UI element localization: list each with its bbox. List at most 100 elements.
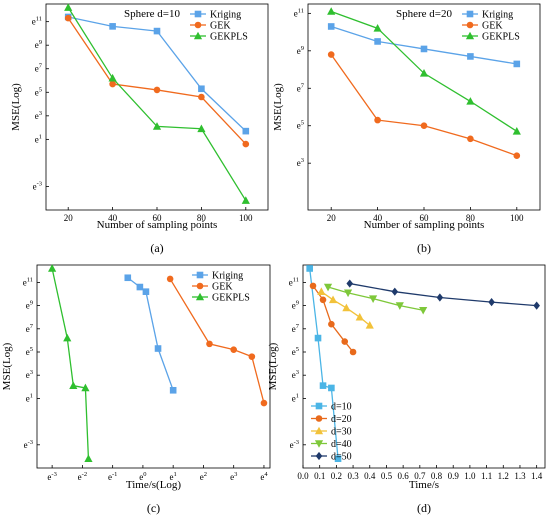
- x-tick-label: 100: [239, 213, 253, 223]
- data-point-GEKPLS: [466, 97, 475, 105]
- x-axis-label: Time/s: [409, 479, 439, 491]
- x-tick-label: 60: [153, 213, 163, 223]
- y-tick-label: e7: [35, 63, 43, 74]
- data-point-d=40: [368, 295, 378, 303]
- legend-marker: [315, 415, 323, 422]
- x-tick-label: e-3: [47, 471, 56, 482]
- legend-label: d=30: [331, 427, 352, 438]
- y-tick-label: e9: [26, 300, 33, 311]
- data-point-d=10: [334, 455, 342, 463]
- data-point-d=30: [365, 321, 374, 329]
- data-point-GEK: [374, 116, 381, 124]
- x-tick-label: e-2: [78, 471, 87, 482]
- data-point-Kriging: [327, 23, 335, 30]
- y-tick-label: e3: [35, 110, 42, 121]
- y-tick-label: e11: [289, 276, 299, 287]
- data-point-GEKPLS: [108, 73, 117, 82]
- y-tick-label: e-3: [290, 439, 299, 450]
- y-tick-label: e5: [35, 86, 42, 97]
- x-tick-label: e4: [260, 471, 268, 482]
- y-axis-label: MSE(Log): [272, 83, 284, 131]
- legend-marker: [196, 271, 204, 279]
- data-point-Kriging: [169, 386, 177, 394]
- y-tick-label: e1: [26, 392, 33, 403]
- data-point-GEKPLS: [64, 3, 73, 11]
- x-tick-label: e1: [170, 471, 177, 482]
- data-point-Kriging: [124, 274, 132, 282]
- x-tick-label: 40: [108, 213, 118, 223]
- data-point-GEK: [206, 340, 213, 348]
- data-point-d=50: [436, 293, 444, 302]
- data-point-d=50: [488, 298, 495, 307]
- data-point-Kriging: [420, 45, 428, 53]
- data-point-GEKPLS: [373, 24, 382, 32]
- data-point-d=40: [419, 306, 428, 315]
- legend-marker: [195, 292, 205, 301]
- legend-marker: [196, 282, 204, 290]
- x-tick-label: 80: [197, 213, 207, 223]
- data-point-GEK: [513, 152, 521, 159]
- legend-marker: [193, 31, 203, 40]
- x-tick-label: 0.6: [398, 471, 410, 481]
- legend-marker: [466, 21, 474, 29]
- data-point-GEKPLS: [419, 68, 429, 77]
- series-line-GEKPLS: [51, 268, 90, 459]
- x-axis-label: Number of sampling points: [364, 219, 485, 231]
- x-axis-label: Time/s(Log): [126, 479, 182, 491]
- chart-panel-b: 20 40 60 80 100 e3 e5 e7 e9 e11 Number of sampling…: [272, 3, 541, 255]
- legend-marker: [315, 402, 323, 410]
- x-tick-label: 80: [466, 213, 476, 223]
- y-tick-label: e11: [23, 276, 33, 287]
- y-tick-label: e9: [292, 300, 299, 311]
- data-point-Kriging: [153, 27, 161, 35]
- y-axis-label: MSE(Log): [267, 342, 279, 390]
- x-tick-label: 0.0: [297, 471, 309, 481]
- legend-label: GEK: [212, 282, 233, 293]
- legend-label: GEKPLS: [212, 293, 250, 304]
- x-tick-label: 0.9: [448, 471, 460, 481]
- x-tick-label: 0.4: [364, 471, 376, 481]
- legend-label: Kriging: [212, 271, 243, 282]
- y-tick-label: e7: [297, 82, 305, 93]
- y-tick-label: e3: [26, 369, 33, 380]
- y-tick-label: e-3: [33, 180, 42, 191]
- data-point-d=40: [395, 302, 404, 310]
- data-point-Kriging: [142, 288, 150, 295]
- y-tick-label: e7: [26, 323, 34, 334]
- x-axis-label: Number of sampling points: [97, 219, 218, 231]
- x-tick-label: 1.1: [481, 471, 492, 481]
- y-tick-label: e9: [297, 45, 304, 56]
- legend-marker: [466, 10, 474, 18]
- legend-label: d=20: [331, 414, 352, 425]
- data-point-GEK: [166, 275, 174, 283]
- data-point-d=10: [306, 265, 313, 272]
- y-tick-label: e3: [292, 369, 299, 380]
- data-point-Kriging: [467, 53, 474, 60]
- data-point-d=20: [319, 296, 327, 304]
- data-point-Kriging: [513, 60, 521, 68]
- y-tick-label: e7: [292, 323, 300, 334]
- legend-label: d=40: [331, 439, 352, 450]
- series-line-d=50: [349, 282, 537, 307]
- data-point-Kriging: [242, 127, 250, 135]
- data-point-d=20: [309, 282, 317, 290]
- data-point-GEKPLS: [241, 196, 250, 204]
- y-tick-label: e5: [297, 120, 304, 131]
- y-tick-label: e1: [35, 133, 42, 144]
- data-point-GEKPLS: [69, 381, 78, 389]
- x-tick-label: e0: [139, 471, 146, 482]
- panel-annotation: Sphere d=10: [124, 8, 180, 20]
- y-tick-label: e-3: [24, 439, 33, 450]
- y-tick-label: e1: [292, 392, 299, 403]
- data-point-Kriging: [136, 283, 144, 291]
- data-point-GEKPLS: [81, 383, 90, 392]
- legend-label: GEKPLS: [210, 32, 248, 43]
- data-point-GEKPLS: [197, 124, 206, 133]
- panel-caption: (c): [147, 501, 160, 515]
- data-point-d=40: [343, 289, 353, 298]
- data-point-d=10: [319, 382, 327, 389]
- plot-frame: [36, 264, 271, 469]
- x-tick-label: 0.7: [414, 471, 426, 481]
